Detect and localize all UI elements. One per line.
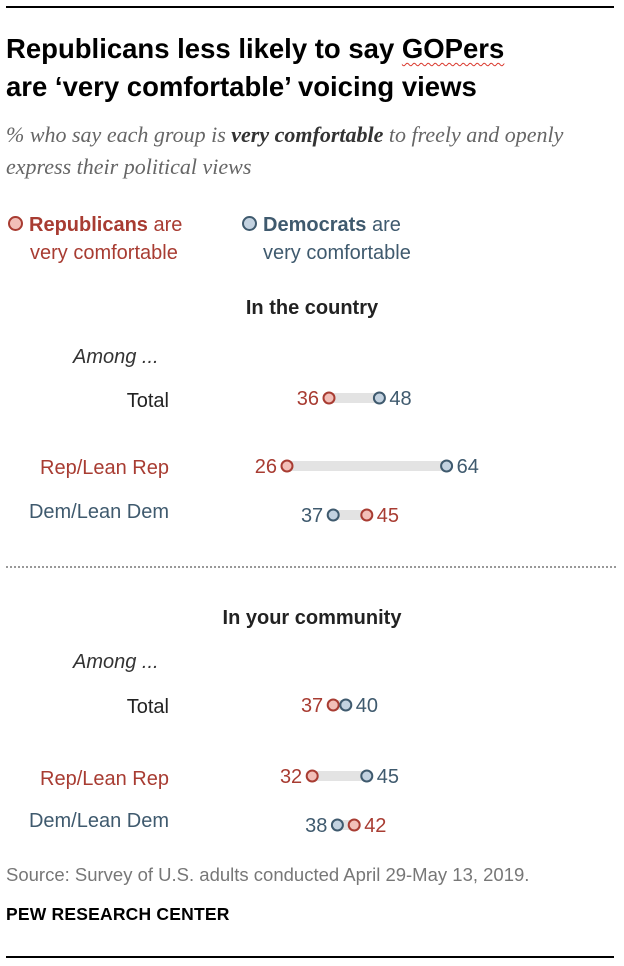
title-part-2: are ‘very comfortable’ voicing views xyxy=(6,71,477,102)
row-label-community-dem: Dem/Lean Dem xyxy=(28,810,169,832)
legend-democrats: Democrats are very comfortable xyxy=(242,211,411,264)
dem-value-p1-r2: 38 xyxy=(305,815,327,837)
dem-dot-p0-r1 xyxy=(440,459,454,473)
legend-rep-line2: very comfortable xyxy=(30,242,178,264)
range-bar-p0-r1 xyxy=(287,461,447,471)
row-label-community-rep: Rep/Lean Rep xyxy=(40,768,169,790)
rep-value-p0-r1: 26 xyxy=(255,456,277,478)
rep-dot-p1-r2 xyxy=(347,818,361,832)
rep-value-p0-r2: 45 xyxy=(377,505,399,527)
legend-dem-rest: are xyxy=(366,214,401,236)
subtitle-before: % who say each group is xyxy=(6,122,232,147)
chart-title: Republicans less likely to say GOPers are… xyxy=(6,30,616,106)
bottom-rule xyxy=(6,956,614,958)
row-label-country-total: Total xyxy=(126,390,169,412)
legend-dem-marker xyxy=(242,216,257,231)
title-part-1: Republicans less likely to say xyxy=(6,33,395,64)
among-label-community: Among ... xyxy=(73,651,159,673)
source-note: Source: Survey of U.S. adults conducted … xyxy=(6,864,530,885)
rep-dot-p0-r0 xyxy=(322,391,336,405)
legend-rep-rest: are xyxy=(147,214,183,236)
dem-value-p0-r2: 37 xyxy=(301,505,323,527)
dem-dot-p0-r2 xyxy=(326,508,340,522)
legend-rep-bold: Republicans xyxy=(29,214,148,236)
dem-value-p0-r0: 48 xyxy=(389,388,411,410)
dem-dot-p0-r0 xyxy=(372,391,386,405)
row-label-community-total: Total xyxy=(126,696,169,718)
panel-title-community: In your community xyxy=(222,607,402,629)
rep-value-p0-r0: 36 xyxy=(297,388,319,410)
rep-value-p1-r1: 32 xyxy=(280,766,302,788)
rep-dot-p0-r1 xyxy=(280,459,294,473)
row-label-country-dem: Dem/Lean Dem xyxy=(28,501,169,523)
range-bar-p0-r2 xyxy=(333,510,367,520)
dem-value-p1-r0: 40 xyxy=(356,695,378,717)
subtitle-after: to freely and openly express their polit… xyxy=(6,122,564,179)
legend-republicans: Republicans are very comfortable xyxy=(8,211,183,264)
dem-dot-p1-r1 xyxy=(360,769,374,783)
range-bar-p0-r0 xyxy=(329,393,380,403)
rep-value-p1-r0: 37 xyxy=(301,695,323,717)
dem-value-p1-r1: 45 xyxy=(377,766,399,788)
rep-value-p1-r2: 42 xyxy=(364,815,386,837)
chart-subtitle: % who say each group is very comfortable… xyxy=(6,119,616,183)
rep-dot-p1-r1 xyxy=(305,769,319,783)
credit-line: PEW RESEARCH CENTER xyxy=(6,904,230,924)
legend-dem-bold: Democrats xyxy=(263,214,367,236)
title-part-gopers: GOPers xyxy=(401,33,505,64)
subtitle-emphasis: very comfortable xyxy=(231,122,384,147)
range-bar-p1-r2 xyxy=(337,820,355,830)
row-label-country-rep: Rep/Lean Rep xyxy=(40,457,169,479)
among-label-country: Among ... xyxy=(73,346,159,368)
legend-rep-marker xyxy=(8,216,23,231)
dem-dot-p1-r0 xyxy=(339,698,353,712)
rep-dot-p0-r2 xyxy=(360,508,374,522)
legend-dem-line2: very comfortable xyxy=(263,242,411,264)
dem-dot-p1-r2 xyxy=(330,818,344,832)
rep-dot-p1-r0 xyxy=(326,698,340,712)
panel-title-country: In the country xyxy=(245,297,379,319)
dem-value-p0-r1: 64 xyxy=(457,456,479,478)
range-bar-p1-r1 xyxy=(312,771,367,781)
top-rule xyxy=(6,6,614,8)
panel-divider xyxy=(6,566,616,568)
